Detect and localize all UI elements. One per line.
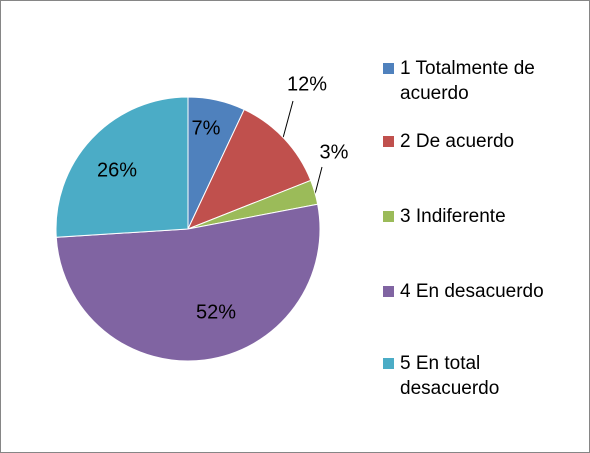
pie-slice <box>187 108 312 230</box>
legend-label: 1 Totalmente de acuerdo <box>400 58 535 104</box>
legend-entry: 5 En total desacuerdo <box>383 351 563 401</box>
data-label: 26% <box>97 159 137 181</box>
legend-entry: 3 Indiferente <box>383 204 563 229</box>
pie-slice <box>55 203 321 362</box>
legend-swatch <box>383 211 394 222</box>
legend-label: 4 En desacuerdo <box>400 281 544 302</box>
legend-entry: 2 De acuerdo <box>383 129 563 154</box>
legend-entry: 4 En desacuerdo <box>383 279 563 304</box>
legend-label: 2 De acuerdo <box>400 131 515 152</box>
data-label: 52% <box>196 301 236 323</box>
legend-swatch <box>383 136 394 147</box>
legend-swatch <box>383 286 394 297</box>
legend-swatch <box>383 63 394 74</box>
legend-swatch <box>383 358 394 369</box>
pie-slice <box>55 96 189 238</box>
leader-line <box>282 100 294 139</box>
legend-entry: 1 Totalmente de acuerdo <box>383 56 563 106</box>
data-label: 3% <box>320 141 349 163</box>
legend-label: 3 Indiferente <box>400 206 506 227</box>
data-label: 7% <box>192 117 221 139</box>
data-label: 12% <box>287 73 327 95</box>
legend-label: 5 En total desacuerdo <box>400 353 500 399</box>
leader-line <box>314 166 323 195</box>
